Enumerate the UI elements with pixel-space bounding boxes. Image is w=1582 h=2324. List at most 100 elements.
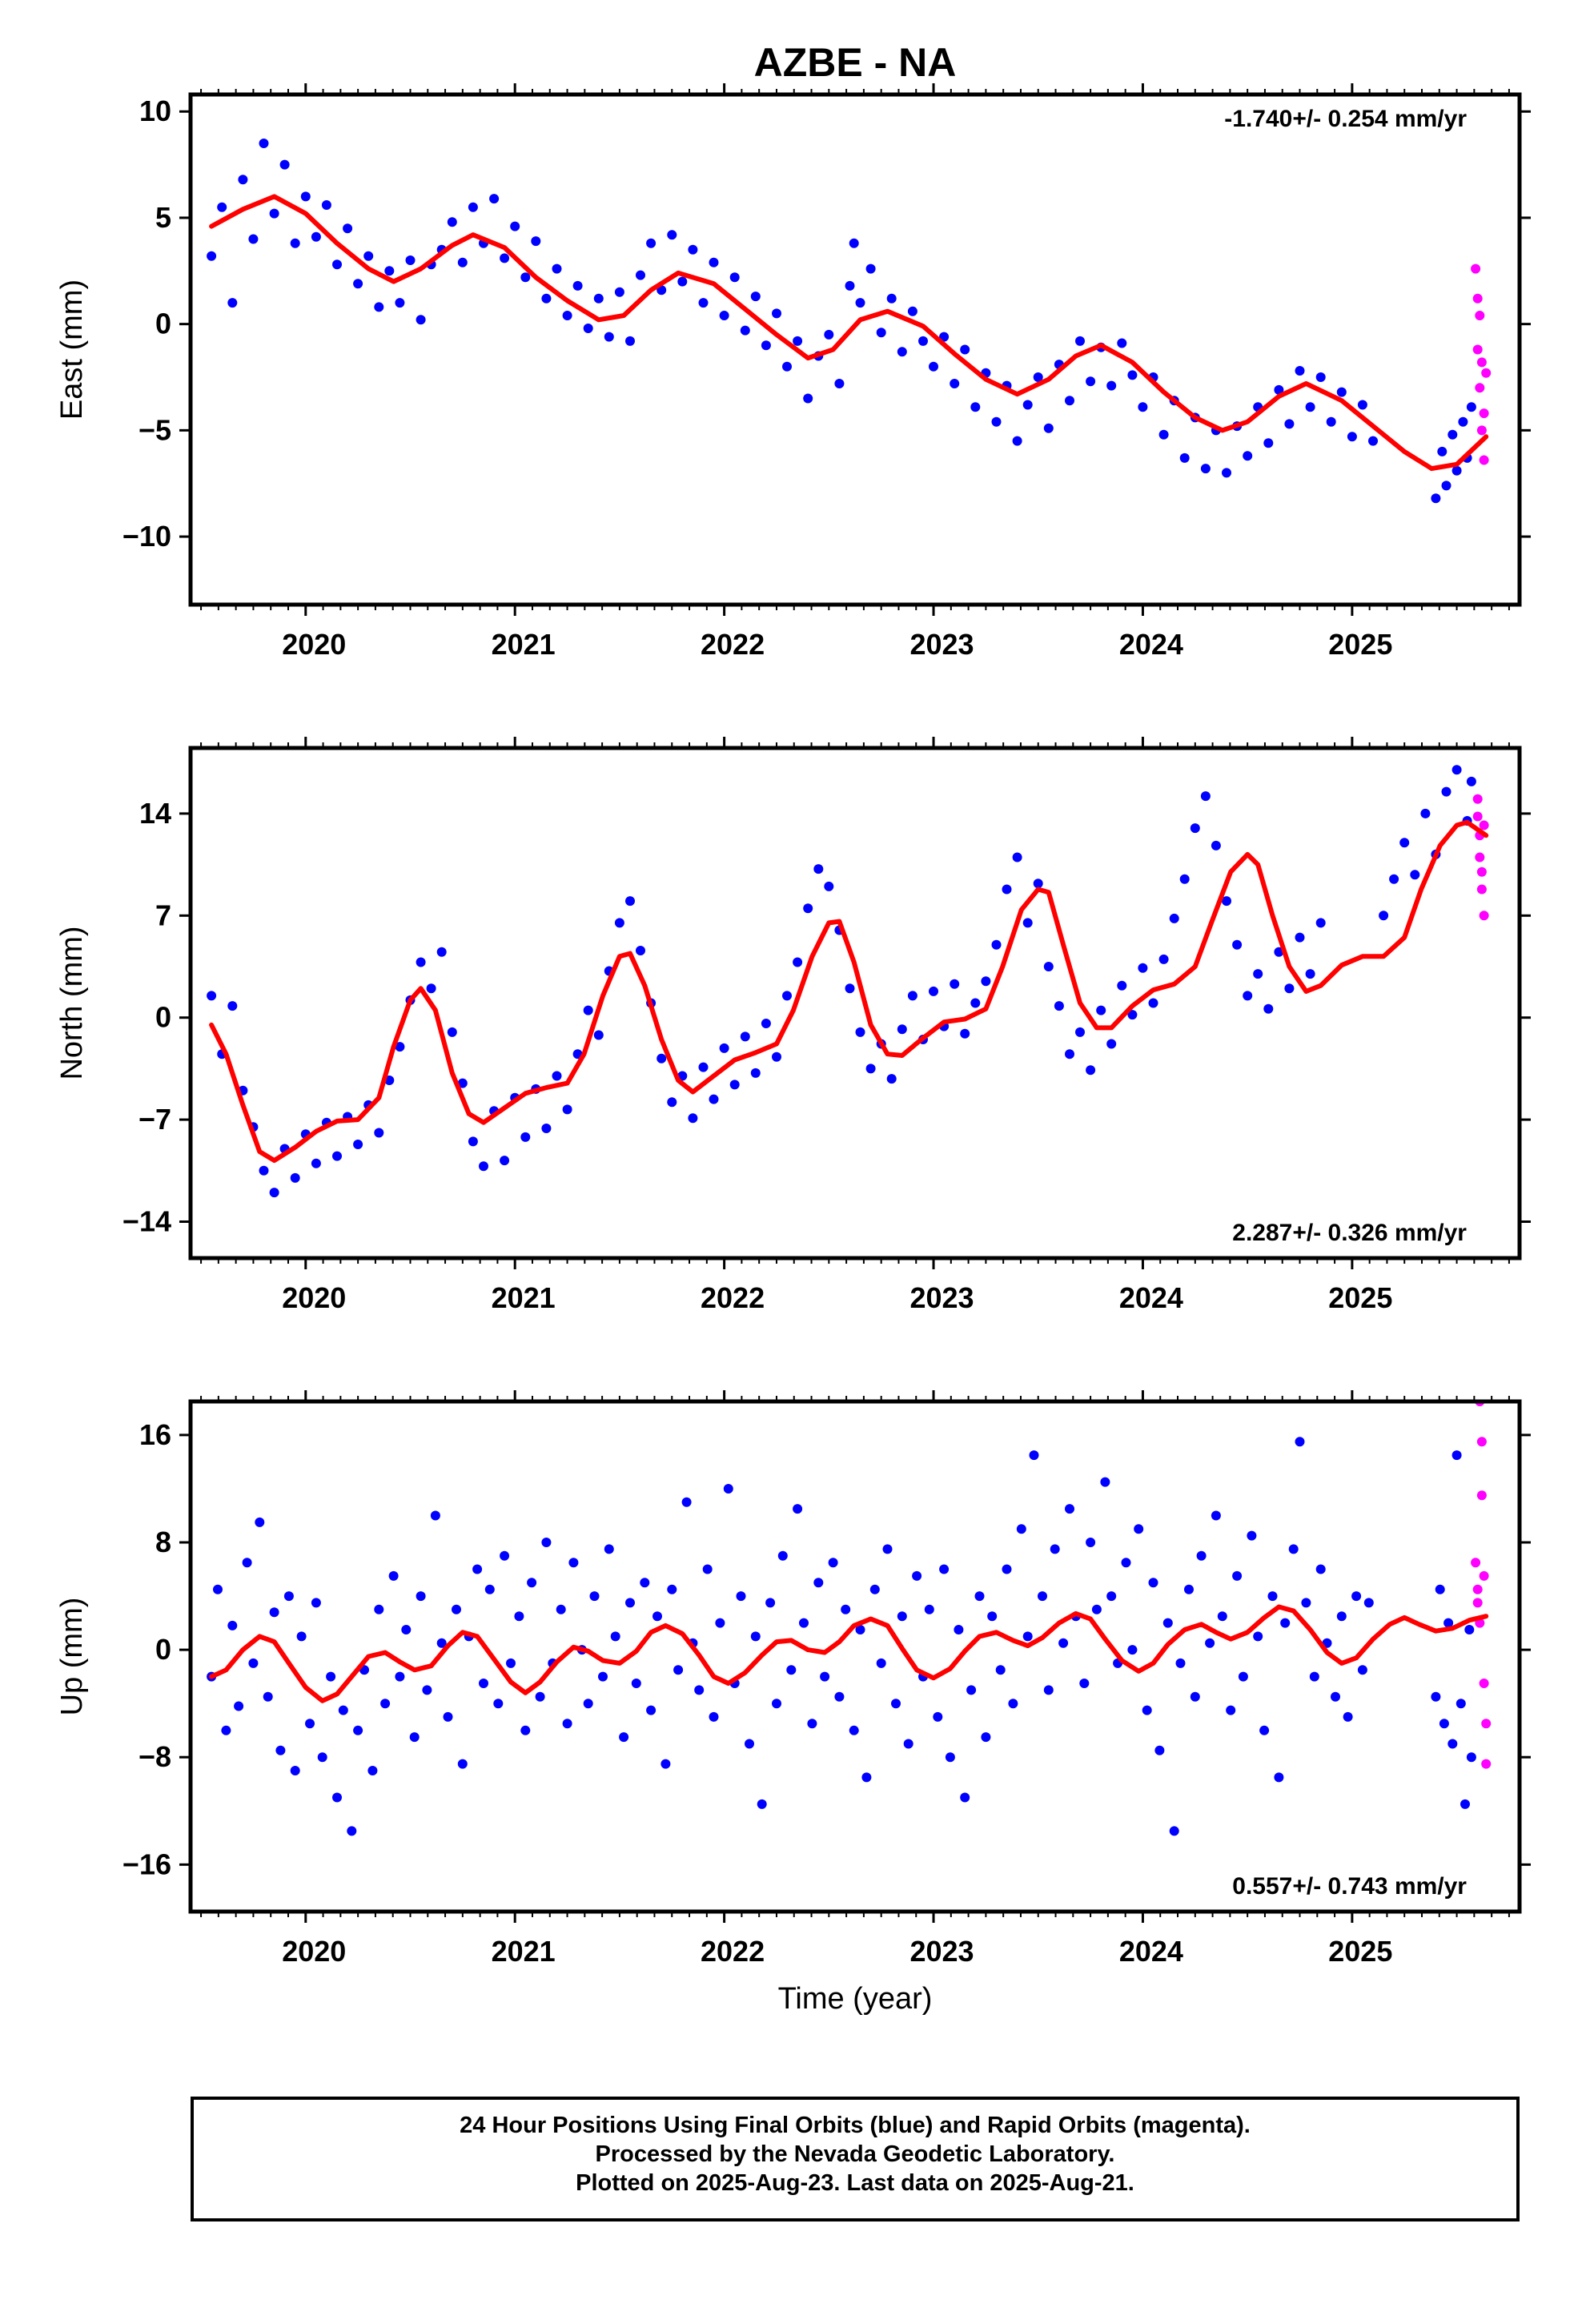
east-final-orbits-point	[1466, 402, 1476, 412]
up-final-orbits-point	[283, 1591, 294, 1602]
north-x-tick-label: 2020	[282, 1281, 346, 1314]
east-final-orbits-point	[1368, 436, 1378, 446]
north-final-orbits-point	[1420, 808, 1431, 818]
east-final-orbits-point	[625, 336, 635, 346]
east-final-orbits-point	[614, 287, 624, 297]
north-final-orbits-point	[950, 979, 960, 989]
up-y-tick-label: −8	[139, 1740, 171, 1773]
north-final-orbits-point	[1138, 963, 1148, 973]
east-rate-label: -1.740+/- 0.254 mm/yr	[1224, 106, 1467, 132]
east-final-orbits-point	[740, 325, 750, 336]
east-y-axis-label: East (mm)	[55, 279, 89, 420]
up-plot-area	[207, 1401, 1492, 1836]
up-rapid-orbits-point	[1472, 1584, 1483, 1594]
up-final-orbits-point	[1127, 1645, 1138, 1655]
north-final-orbits-point	[1086, 1065, 1096, 1076]
north-final-orbits-point	[457, 1078, 468, 1088]
up-x-tick-label: 2025	[1328, 1935, 1392, 1968]
up-final-orbits-point	[793, 1504, 803, 1514]
east-final-orbits-point	[227, 298, 238, 308]
up-final-orbits-point	[457, 1759, 468, 1769]
north-final-orbits-point	[1117, 980, 1127, 991]
up-final-orbits-point	[1363, 1598, 1374, 1608]
footer-caption: 24 Hour Positions Using Final Orbits (bl…	[191, 2097, 1520, 2221]
up-x-tick-label: 2024	[1119, 1935, 1183, 1968]
up-final-orbits-point	[723, 1484, 733, 1494]
east-rapid-orbits-point	[1472, 344, 1483, 355]
north-final-orbits-point	[1012, 852, 1022, 862]
north-final-orbits-point	[447, 1027, 457, 1037]
east-final-orbits-point	[1437, 446, 1447, 456]
north-rapid-orbits-point	[1475, 852, 1485, 862]
east-final-orbits-point	[572, 280, 583, 291]
east-y-tick-label: −5	[139, 413, 171, 446]
east-model-fit-line	[209, 194, 1489, 472]
up-final-orbits-point	[1043, 1685, 1054, 1695]
north-y-axis-label: North (mm)	[55, 926, 89, 1080]
north-final-orbits-point	[960, 1028, 970, 1039]
east-rapid-orbits-point	[1471, 263, 1481, 274]
east-final-orbits-point	[1263, 438, 1274, 448]
north-x-tick-label: 2021	[492, 1281, 556, 1314]
east-final-orbits-point	[1347, 432, 1357, 442]
north-final-orbits-point	[1263, 1003, 1274, 1014]
up-rapid-orbits-point	[1481, 1719, 1492, 1729]
up-final-orbits-point	[813, 1578, 824, 1588]
up-final-orbits-point	[290, 1766, 300, 1775]
up-final-orbits-point	[535, 1691, 545, 1702]
north-final-orbits-point	[269, 1188, 279, 1198]
up-final-orbits-point	[1288, 1544, 1299, 1554]
up-final-orbits-point	[960, 1792, 970, 1803]
up-final-orbits-point	[589, 1591, 600, 1602]
up-final-orbits-point	[395, 1671, 405, 1682]
up-final-orbits-point	[430, 1510, 440, 1521]
up-rapid-orbits-point	[1471, 1558, 1481, 1568]
north-final-orbits-point	[1190, 823, 1200, 834]
up-final-orbits-point	[422, 1685, 432, 1695]
up-x-tick-label: 2020	[282, 1935, 346, 1968]
east-final-orbits-point	[384, 266, 395, 276]
up-final-orbits-point	[1002, 1564, 1012, 1574]
north-rapid-orbits-point	[1479, 820, 1489, 830]
up-final-orbits-point	[275, 1745, 286, 1755]
up-final-orbits-point	[527, 1578, 537, 1588]
up-final-orbits-point	[1456, 1699, 1466, 1709]
east-x-tick-label: 2023	[909, 628, 974, 661]
up-final-orbits-point	[1142, 1705, 1152, 1715]
up-final-orbits-point	[1100, 1477, 1110, 1487]
north-final-orbits-point	[479, 1161, 488, 1172]
east-final-orbits-point	[604, 332, 614, 342]
up-final-orbits-point	[757, 1799, 767, 1809]
east-x-tick-label: 2021	[492, 628, 556, 661]
up-final-orbits-point	[765, 1598, 776, 1608]
east-final-orbits-point	[782, 361, 792, 372]
east-final-orbits-point	[363, 251, 374, 261]
east-final-orbits-point	[1458, 416, 1468, 427]
up-final-orbits-point	[1121, 1558, 1131, 1568]
north-panel: 14 7 0 −7 −14 2020 2021 2022 2023 2024 2025 North (…	[55, 737, 1531, 1314]
up-final-orbits-point	[1169, 1826, 1179, 1836]
up-final-orbits-point	[1196, 1550, 1207, 1561]
up-final-orbits-point	[296, 1631, 307, 1642]
up-final-orbits-point	[646, 1705, 656, 1715]
north-final-orbits-point	[468, 1136, 478, 1147]
north-final-orbits-point	[929, 986, 938, 996]
east-final-orbits-point	[447, 217, 457, 227]
east-final-orbits-point	[793, 336, 803, 346]
north-final-orbits-point	[311, 1158, 321, 1168]
up-final-orbits-point	[945, 1752, 955, 1763]
up-final-orbits-point	[1295, 1437, 1305, 1447]
north-final-orbits-point	[772, 1051, 781, 1062]
east-rapid-orbits-point	[1481, 368, 1492, 378]
up-final-orbits-point	[263, 1691, 273, 1702]
east-final-orbits-point	[897, 347, 907, 357]
north-final-orbits-point	[520, 1132, 531, 1142]
north-final-orbits-point	[855, 1027, 865, 1037]
up-final-orbits-point	[409, 1732, 420, 1743]
up-final-orbits-point	[1232, 1570, 1243, 1581]
east-final-orbits-point	[1075, 336, 1085, 346]
east-final-orbits-point	[1447, 429, 1458, 440]
east-final-orbits-point	[583, 324, 593, 333]
east-final-orbits-point	[321, 200, 331, 210]
east-final-orbits-point	[688, 244, 698, 255]
